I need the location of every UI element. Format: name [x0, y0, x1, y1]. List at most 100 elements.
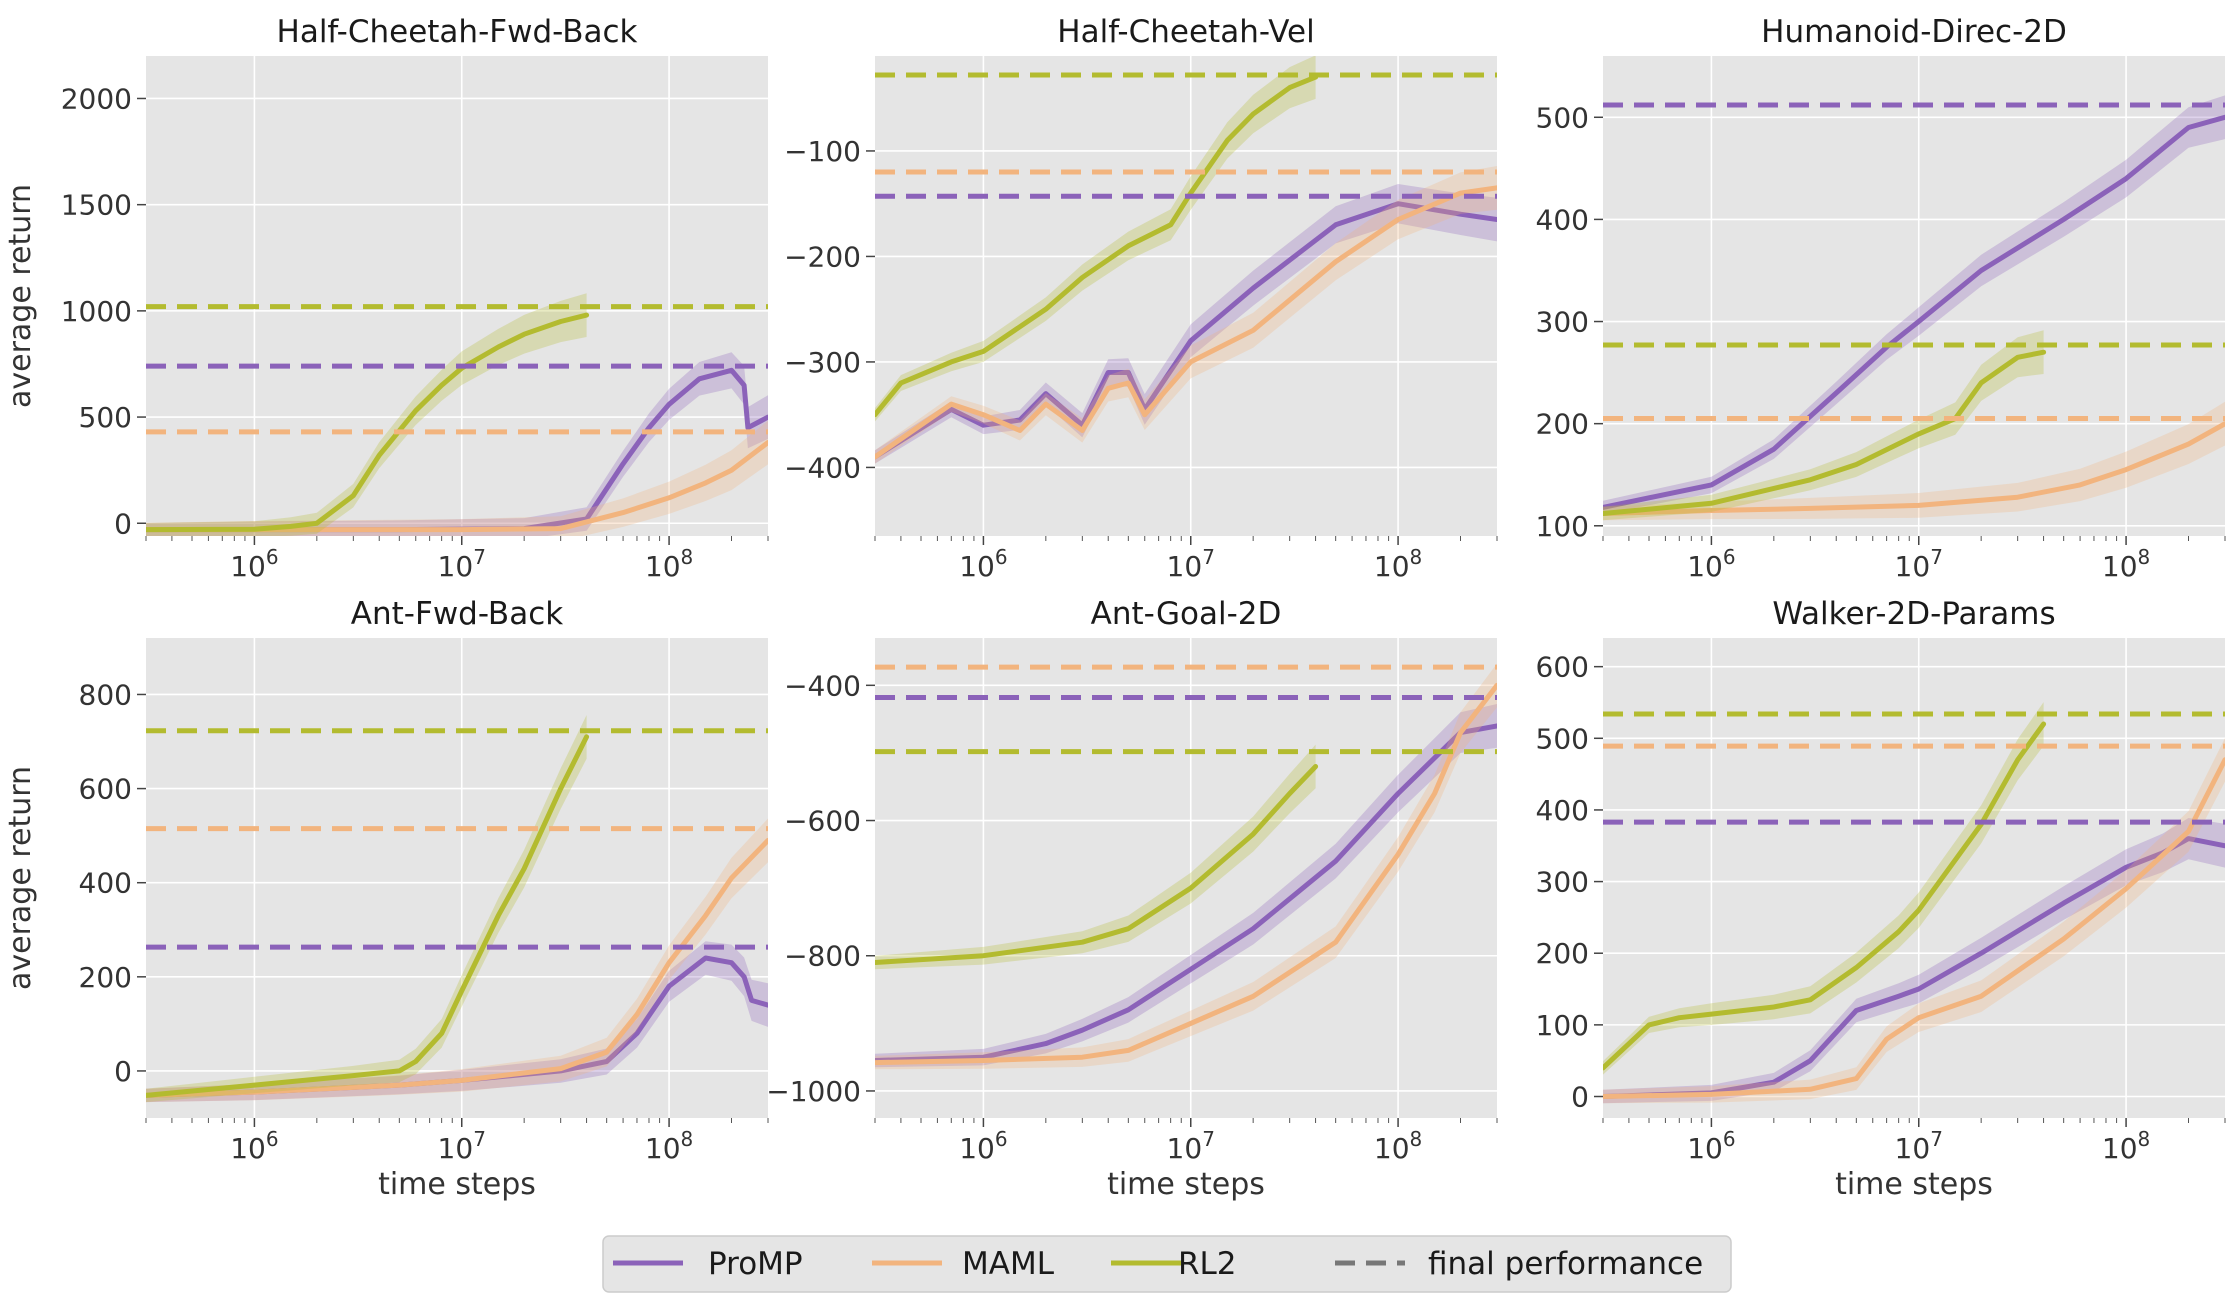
band-rl2 — [146, 715, 587, 1103]
band-maml — [146, 420, 768, 536]
series-line-promp — [875, 723, 1497, 1063]
y-tick-label: 0 — [114, 1055, 132, 1088]
series-line-rl2 — [875, 74, 1319, 418]
band-rl2 — [875, 56, 1316, 422]
x-tick-label: 106 — [1687, 1127, 1735, 1165]
x-tick-label: 108 — [645, 545, 693, 583]
y-tick-label: 200 — [79, 961, 132, 994]
band-promp — [146, 352, 768, 536]
y-tick-label: 600 — [1536, 651, 1589, 684]
legend-label-final-performance: final performance — [1428, 1246, 1703, 1282]
plot-background — [1603, 638, 2225, 1118]
y-tick-label: −1000 — [766, 1075, 861, 1108]
y-tick-label: −400 — [784, 451, 861, 484]
plot-background — [146, 56, 768, 536]
y-tick-label: −200 — [784, 240, 861, 273]
panel-ant-goal-2d: 106 107 108 −400 −600 −800 −1000 Ant-Goal-2D tim… — [766, 596, 1498, 1202]
series-line-maml — [1603, 757, 2225, 1099]
panel-humanoid-direc-2d: 106 107 108 100 200 300 400 500 Humanoid-Direc-2… — [1536, 14, 2226, 583]
series-line-maml — [875, 682, 1497, 1066]
x-axis-label: time steps — [1107, 1167, 1265, 1202]
chart-title: Ant-Fwd-Back — [351, 596, 563, 632]
y-tick-label: 0 — [114, 507, 132, 540]
panel-half-cheetah-fwd-back: 106 107 108 0 500 1000 1500 2000 Half-Cheetah-Fw… — [3, 14, 769, 583]
y-tick-label: 500 — [1536, 101, 1589, 134]
x-tick-label: 108 — [2102, 1127, 2150, 1165]
y-tick-label: −600 — [784, 805, 861, 838]
band-maml — [1603, 738, 2225, 1104]
y-tick-label: −300 — [784, 346, 861, 379]
series-line-rl2 — [146, 734, 590, 1098]
band-promp — [875, 704, 1497, 1068]
legend-label-promp: ProMP — [708, 1246, 803, 1282]
y-axis-label: average return — [3, 766, 38, 990]
x-tick-label: 107 — [438, 545, 486, 583]
series-line-maml — [146, 440, 768, 533]
y-tick-label: 500 — [79, 401, 132, 434]
plot-lines — [875, 56, 1497, 464]
plot-background — [875, 56, 1497, 536]
panel-walker-2d-params: 106 107 108 0 100 200 300 400 500 600 Walker-2D-Pa… — [1536, 596, 2226, 1202]
y-tick-label: 800 — [79, 678, 132, 711]
series-line-rl2 — [875, 764, 1319, 965]
series-line-maml — [875, 185, 1497, 460]
plot-background — [146, 638, 768, 1118]
panel-half-cheetah-vel: 106 107 108 −100 −200 −300 −400 Half-Cheetah-Ve… — [784, 14, 1498, 583]
legend-label-rl2: RL2 — [1178, 1246, 1237, 1282]
legend: ProMP MAML RL2 final performance — [602, 1235, 1732, 1293]
y-tick-label: 200 — [1536, 408, 1589, 441]
x-tick-label: 106 — [230, 545, 278, 583]
band-maml — [1603, 401, 2225, 521]
x-axis-label: time steps — [1835, 1167, 1993, 1202]
x-tick-label: 108 — [1374, 1127, 1422, 1165]
band-rl2 — [146, 293, 587, 536]
series-line-rl2 — [1603, 349, 2047, 516]
y-tick-label: 400 — [1536, 203, 1589, 236]
x-tick-label: 108 — [2102, 545, 2150, 583]
x-tick-label: 107 — [1895, 1127, 1943, 1165]
y-axis-label: average return — [3, 184, 38, 408]
plot-lines — [1603, 702, 2225, 1104]
y-tick-label: 0 — [1571, 1081, 1589, 1114]
plot-background — [1603, 56, 2225, 536]
plot-lines — [146, 293, 768, 536]
y-tick-label: 400 — [1536, 794, 1589, 827]
series-line-maml — [146, 837, 768, 1098]
band-maml — [875, 166, 1497, 464]
y-tick-label: 400 — [79, 867, 132, 900]
series-line-promp — [1603, 114, 2225, 510]
chart-title: Humanoid-Direc-2D — [1761, 14, 2067, 50]
series-line-maml — [1603, 421, 2225, 516]
x-axis-label: time steps — [378, 1167, 536, 1202]
x-tick-label: 108 — [645, 1127, 693, 1165]
y-tick-label: 200 — [1536, 937, 1589, 970]
chart-title: Half-Cheetah-Vel — [1057, 14, 1314, 50]
series-line-promp — [875, 201, 1497, 460]
y-tick-label: 2000 — [61, 82, 132, 115]
y-tick-label: −100 — [784, 135, 861, 168]
y-tick-label: 500 — [1536, 722, 1589, 755]
band-maml — [146, 818, 768, 1103]
y-tick-label: 100 — [1536, 510, 1589, 543]
plot-background — [875, 638, 1497, 1118]
chart-title: Half-Cheetah-Fwd-Back — [277, 14, 638, 50]
plot-lines — [875, 663, 1497, 1070]
band-promp — [1603, 818, 2225, 1104]
y-tick-label: 300 — [1536, 866, 1589, 899]
y-tick-label: 600 — [79, 773, 132, 806]
band-promp — [146, 941, 768, 1103]
x-tick-label: 106 — [959, 545, 1007, 583]
x-tick-label: 108 — [1374, 545, 1422, 583]
y-tick-label: 1000 — [61, 295, 132, 328]
y-tick-label: 1500 — [61, 189, 132, 222]
legend-label-maml: MAML — [962, 1246, 1055, 1282]
plot-lines — [1603, 95, 2225, 521]
x-tick-label: 107 — [1167, 545, 1215, 583]
y-tick-label: −800 — [784, 940, 861, 973]
y-tick-label: 100 — [1536, 1009, 1589, 1042]
plot-lines — [146, 715, 768, 1103]
y-tick-label: −400 — [784, 669, 861, 702]
band-promp — [1603, 95, 2225, 515]
x-tick-label: 106 — [1687, 545, 1735, 583]
